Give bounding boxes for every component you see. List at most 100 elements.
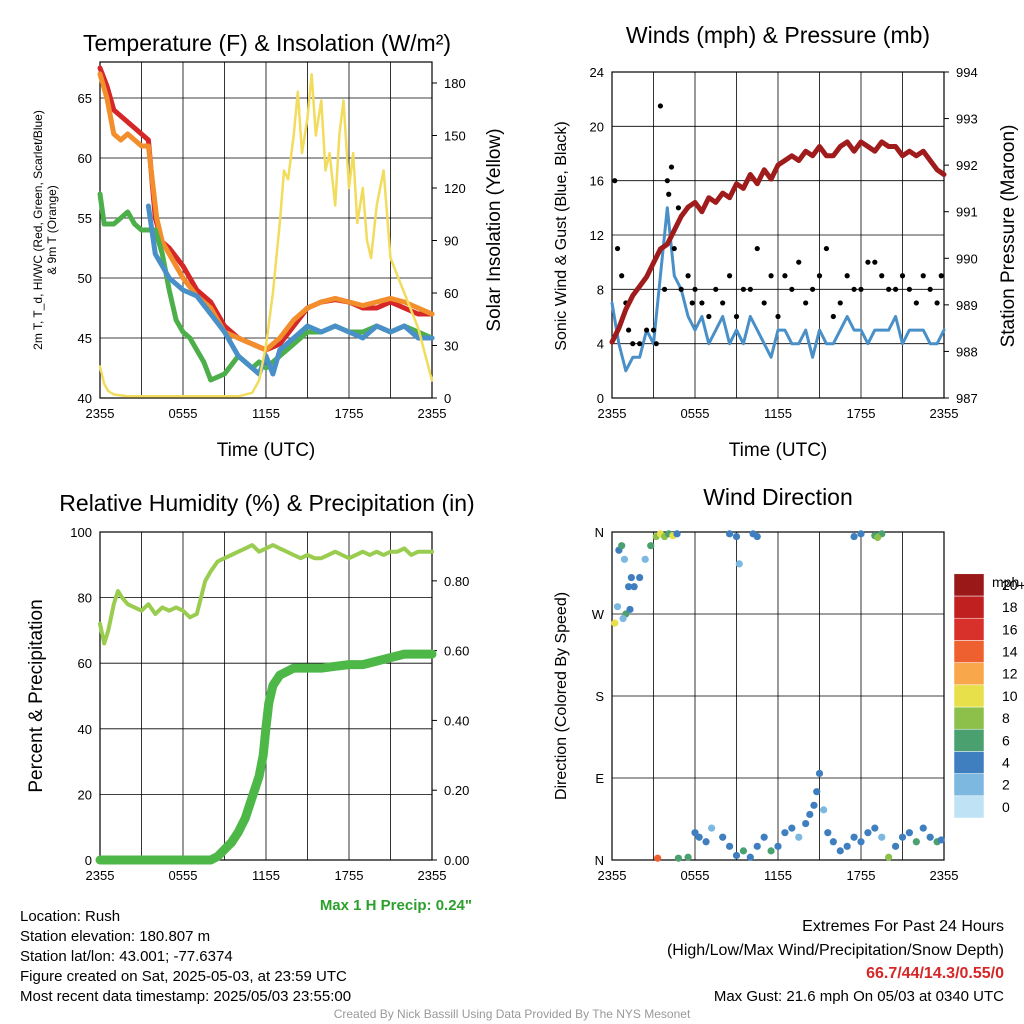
wind-direction-point <box>795 833 803 841</box>
humidity-frame <box>99 531 433 861</box>
winds-y-right-tick: 993 <box>956 112 978 127</box>
wind-direction-point <box>850 833 858 841</box>
temperature-y-tick: 45 <box>78 331 92 346</box>
temperature-y-tick: 55 <box>78 211 92 226</box>
wind-direction-point <box>613 603 622 611</box>
gust-point <box>775 313 781 320</box>
temperature-x-tick: 1755 <box>335 406 364 421</box>
gust-point <box>920 273 926 279</box>
dewpoint-line <box>97 191 435 383</box>
gust-point <box>809 286 816 292</box>
wind-direction-point <box>891 842 900 850</box>
gust-point <box>927 286 933 292</box>
gust-point <box>668 164 675 170</box>
wind_direction-y-tick: E <box>595 771 604 786</box>
wind-direction-point <box>627 573 635 582</box>
temperature-y-right-tick: 180 <box>444 76 466 91</box>
gust-point <box>913 300 919 306</box>
temperature-y-right-tick: 60 <box>444 286 458 301</box>
gust-point <box>619 273 625 279</box>
gust-point <box>906 286 913 292</box>
extremes-title: Extremes For Past 24 Hours <box>802 918 1004 935</box>
temperature-x-tick: 0555 <box>169 406 198 421</box>
wind-direction-point <box>725 530 734 538</box>
gust-point <box>689 300 695 306</box>
winds-ylabel-left: Sonic Wind & Gust (Blue, Black) <box>553 121 570 350</box>
extremes-max-gust: Max Gust: 21.6 mph On 05/03 at 0340 UTC <box>713 988 1004 1005</box>
winds-y-right-tick: 992 <box>956 158 978 173</box>
winds-frame <box>611 71 945 399</box>
wind-direction-point <box>857 838 865 846</box>
wind-direction-point <box>788 824 796 832</box>
gust-point <box>872 259 878 265</box>
precipitation-line <box>95 649 437 865</box>
station-pressure-line <box>609 139 947 345</box>
colorbar-title: mph <box>992 574 1019 590</box>
gust-point <box>720 300 726 306</box>
gust-point <box>823 245 830 252</box>
temperature-y-right-tick: 120 <box>444 181 466 196</box>
gust-point <box>666 191 672 197</box>
colorbar-label: 2 <box>1002 777 1010 793</box>
wind-direction-point <box>885 853 893 861</box>
temperature-xlabel: Time (UTC) <box>216 440 316 461</box>
temperature-y-right-tick: 150 <box>444 129 466 144</box>
colorbar-swatch <box>953 728 985 752</box>
wind-direction-point <box>708 824 716 832</box>
temperature-y-tick: 50 <box>78 271 92 286</box>
gust-point <box>699 300 705 306</box>
winds-y-tick: 0 <box>597 391 604 406</box>
winds-y-right-tick: 991 <box>956 205 978 220</box>
wind-direction-point <box>824 829 832 837</box>
gust-point <box>851 286 857 292</box>
gust-point <box>664 178 670 184</box>
wind-direction-point <box>864 829 872 837</box>
gust-point <box>837 300 843 306</box>
humidity-ylabel-left: Percent & Precipitation <box>26 599 47 792</box>
winds-y-right-tick: 994 <box>956 65 978 80</box>
gust-point <box>879 273 885 279</box>
wind_direction-y-tick: W <box>592 607 605 622</box>
wind-direction-point <box>760 833 768 841</box>
gust-point <box>768 273 774 279</box>
gust-point <box>675 205 682 211</box>
wind-direction-point <box>719 833 727 841</box>
wind-direction-point <box>746 853 754 861</box>
gust-point <box>612 178 618 184</box>
extremes-subtitle: (High/Low/Max Wind/Precipitation/Snow De… <box>666 942 1004 959</box>
relative-humidity-line <box>98 543 434 646</box>
gust-point <box>650 327 657 333</box>
solar-insolation-line <box>98 73 434 398</box>
colorbar-swatch <box>953 662 985 686</box>
gust-point <box>671 245 677 252</box>
humidity-x-tick: 1155 <box>252 868 280 883</box>
wind-direction-point <box>725 842 734 850</box>
gust-point <box>892 286 899 292</box>
colorbar-swatch <box>953 684 985 708</box>
wind-direction-point <box>647 542 655 550</box>
wind-direction-point <box>702 838 710 846</box>
winds-x-tick: 1755 <box>847 406 876 421</box>
wind-direction-point <box>735 560 743 568</box>
gust-point <box>706 313 712 320</box>
wind-direction-point <box>611 619 619 627</box>
winds-y-tick: 16 <box>590 174 604 189</box>
colorbar-swatch <box>953 706 985 730</box>
winds-y-right-tick: 989 <box>956 298 978 313</box>
humidity-y-tick: 60 <box>78 656 92 671</box>
wind_direction-x-tick: 2355 <box>930 868 959 883</box>
wind-direction-point <box>695 833 703 841</box>
wind-direction-point <box>843 842 851 850</box>
humidity-y-tick: 100 <box>70 525 92 540</box>
wind_direction-x-tick: 0555 <box>681 868 710 883</box>
colorbar-label: 4 <box>1002 755 1010 771</box>
wind-direction-point <box>857 530 865 538</box>
wind-direction-ylabel: Direction (Colored By Speed) <box>553 592 570 800</box>
gust-point <box>789 286 795 292</box>
humidity-y-tick: 0 <box>85 853 92 868</box>
wind-direction-point <box>850 532 858 541</box>
wind_direction-y-tick: N <box>595 853 604 868</box>
wind-direction-point <box>619 614 627 623</box>
humidity-title: Relative Humidity (%) & Precipitation (i… <box>59 490 475 516</box>
